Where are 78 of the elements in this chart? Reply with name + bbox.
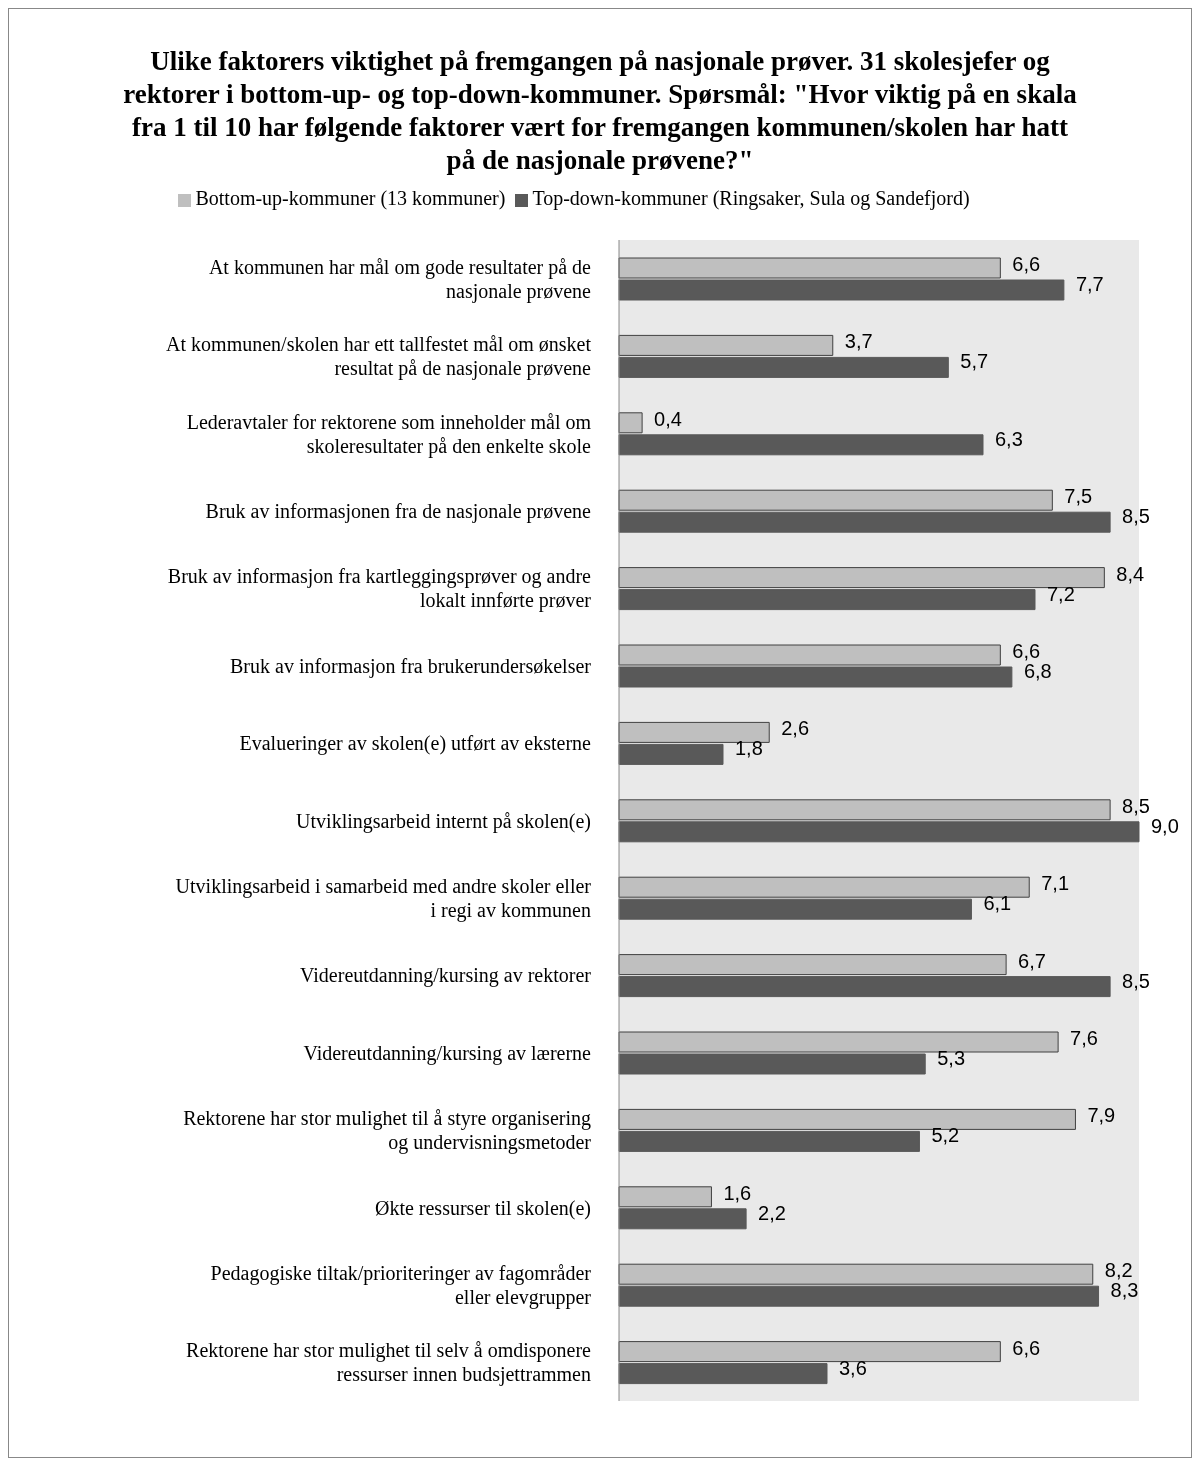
chart-title: Ulike faktorers viktighet på fremgangen på nasjonale prøver. 31 skolesjefer og rektorer i bottom-up- og top-down-kommuner. Spørsmål: "Hvor viktig på en skala fra 1 til 10 har følgende faktorer vært for fremgangen kommunen/skolen har hatt på de nasjonale prøvene?" [122, 45, 1078, 177]
bar [618, 1263, 1094, 1285]
bar [618, 743, 724, 765]
bar [618, 1031, 1059, 1053]
bar [618, 334, 834, 356]
data-label: 3,6 [839, 1356, 867, 1379]
data-label: 6,1 [983, 892, 1012, 915]
data-label: 7,2 [1047, 582, 1075, 605]
data-label: 0,4 [654, 407, 682, 430]
data-label: 8,5 [1122, 969, 1150, 992]
data-label: 9,0 [1151, 814, 1179, 837]
bar [618, 1363, 828, 1385]
bar [618, 1341, 1001, 1363]
y-tick-label: Utviklingsarbeid internt på skolen(e) [296, 809, 591, 833]
bar [618, 356, 949, 378]
bar [618, 1186, 712, 1208]
bar [618, 489, 1053, 511]
data-label: 6,3 [995, 427, 1023, 450]
y-tick-label: Videreutdanning/kursing av rektorer [300, 964, 592, 988]
data-label: 6,6 [1012, 1336, 1041, 1359]
bar [618, 644, 1001, 666]
y-tick-label: Økte ressurser til skolen(e) [374, 1196, 591, 1220]
data-label: 8,2 [1104, 1259, 1133, 1282]
data-label: 6,6 [1012, 253, 1041, 275]
data-label: 7,9 [1087, 1104, 1116, 1127]
bar [618, 1108, 1076, 1130]
y-tick-label: Pedagogiske tiltak/prioriteringer av fagområder eller elevgrupper [210, 1261, 592, 1309]
y-tick-label: Bruk av informasjonen fra de nasjonale prøvene [205, 499, 592, 523]
y-tick-label: Rektorene har stor mulighet til å styre organisering og undervisningsmetoder [183, 1107, 592, 1155]
data-label: 3,7 [844, 330, 873, 353]
data-label: 8,3 [1110, 1279, 1139, 1302]
data-label: 8,5 [1122, 505, 1150, 528]
data-label: 6,6 [1012, 640, 1041, 662]
y-tick-label: Bruk av informasjon fra kartleggingsprøver og andre lokalt innførte prøver [167, 565, 592, 613]
data-label: 5,7 [960, 350, 989, 373]
bar [618, 721, 770, 743]
bar [618, 589, 1036, 611]
y-tick-label: Evalueringer av skolen(e) utført av eksterne [239, 732, 592, 756]
bar [618, 511, 1111, 533]
data-label: 2,2 [758, 1201, 786, 1224]
data-label: 5,2 [931, 1124, 960, 1147]
y-tick-label: Lederavtaler for rektorene som inneholder mål om skoleresultater på den enkelte skole [186, 410, 592, 458]
data-label: 7,1 [1041, 872, 1070, 895]
bar [618, 876, 1030, 898]
data-label: 2,6 [781, 717, 810, 740]
data-label: 1,6 [723, 1181, 752, 1204]
data-label: 8,5 [1122, 794, 1150, 817]
bar [618, 257, 1001, 279]
data-label: 7,6 [1070, 1027, 1098, 1049]
y-tick-label: Videreutdanning/kursing av lærerne [303, 1041, 592, 1065]
y-tick-label: Rektorene har stor mulighet til selv å omdisponere ressurser innen budsjettrammen [186, 1339, 592, 1387]
bar [618, 954, 1007, 976]
legend-label: Bottom-up-kommuner (13 kommuner) [195, 187, 506, 209]
data-label: 7,5 [1064, 485, 1093, 508]
y-tick-label: At kommunen/skolen har ett tallfestet mål om ønsket resultat på de nasjonale prøvene [166, 333, 592, 381]
y-tick-label: At kommunen har mål om gode resultater på de nasjonale prøvene [208, 255, 592, 303]
legend-label: Top-down-kommuner (Ringsaker, Sula og Sandefjord) [532, 187, 970, 209]
bar [618, 1285, 1100, 1307]
bar [618, 898, 972, 920]
data-label: 6,8 [1023, 660, 1052, 682]
bar [618, 1208, 747, 1230]
y-tick-label: Utviklingsarbeid i samarbeid med andre skoler eller i regi av kommunen [175, 874, 592, 922]
bar [618, 799, 1111, 821]
y-tick-label: Bruk av informasjon fra brukerundersøkelser [230, 654, 592, 678]
bar [618, 412, 643, 434]
bar [618, 821, 1140, 843]
data-label: 8,4 [1116, 562, 1145, 585]
bar [618, 567, 1105, 589]
data-label: 1,8 [735, 737, 763, 760]
bar [618, 666, 1013, 688]
bar [618, 434, 984, 456]
data-label: 7,7 [1075, 273, 1104, 295]
bar [618, 279, 1065, 301]
data-label: 6,7 [1018, 949, 1046, 972]
bar [618, 976, 1111, 998]
bar [618, 1130, 920, 1152]
data-label: 5,3 [937, 1047, 966, 1069]
bar [618, 1053, 926, 1075]
